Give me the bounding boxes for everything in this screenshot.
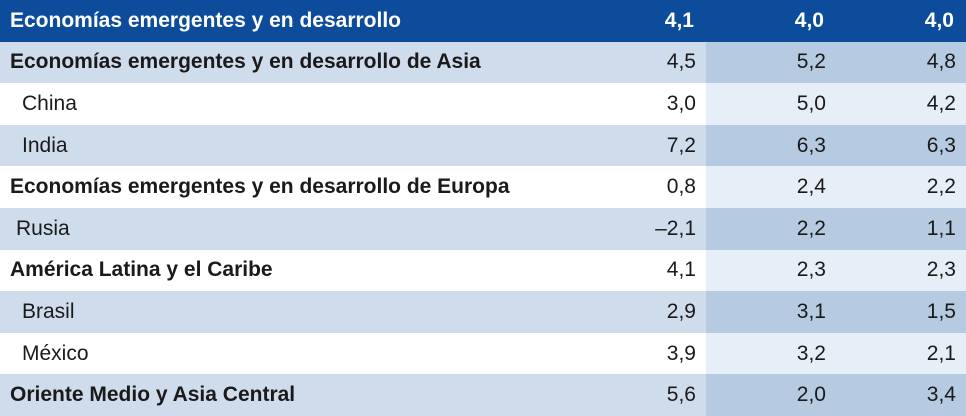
- row-label: México: [0, 332, 598, 375]
- row-value: 1,5: [836, 291, 966, 333]
- row-value: 4,2: [836, 83, 966, 125]
- table-row: Oriente Medio y Asia Central 5,6 2,0 3,4: [0, 374, 966, 416]
- header-value-1: 4,1: [664, 8, 694, 32]
- row-label: Oriente Medio y Asia Central: [0, 374, 598, 416]
- row-value: 5,2: [706, 41, 836, 84]
- row-value: 2,1: [836, 332, 966, 375]
- table-header-row: Economías emergentes y en desarrollo 4,1…: [0, 0, 966, 42]
- table-row: Economías emergentes y en desarrollo de …: [0, 166, 966, 208]
- row-value: 7,2: [598, 124, 706, 167]
- row-label: Economías emergentes y en desarrollo de …: [0, 41, 598, 84]
- table-row: India 7,2 6,3 6,3: [0, 124, 966, 167]
- row-label: Brasil: [0, 291, 598, 333]
- row-label: Economías emergentes y en desarrollo de …: [0, 166, 598, 208]
- row-value: 3,2: [706, 332, 836, 375]
- header-label: Economías emergentes y en desarrollo: [10, 8, 401, 32]
- row-value: 3,9: [598, 332, 706, 375]
- row-value: 6,3: [706, 124, 836, 167]
- table-row: México 3,9 3,2 2,1: [0, 332, 966, 375]
- row-value: 3,4: [836, 374, 966, 416]
- row-value: 2,3: [836, 249, 966, 292]
- row-value: 3,1: [706, 291, 836, 333]
- row-label: China: [0, 83, 598, 125]
- row-value: 1,1: [836, 207, 966, 250]
- row-value: 2,3: [706, 249, 836, 292]
- header-value-3: 4,0: [924, 8, 954, 32]
- row-value: 2,9: [598, 291, 706, 333]
- row-label: India: [0, 124, 598, 167]
- table-row: Rusia –2,1 2,2 1,1: [0, 207, 966, 250]
- row-value: 2,2: [836, 166, 966, 208]
- row-value: 2,4: [706, 166, 836, 208]
- row-value: 3,0: [598, 83, 706, 125]
- table-row: Brasil 2,9 3,1 1,5: [0, 291, 966, 333]
- header-value-2: 4,0: [794, 8, 824, 32]
- row-value: 4,5: [598, 41, 706, 84]
- table-row: Economías emergentes y en desarrollo de …: [0, 41, 966, 84]
- row-value: –2,1: [598, 207, 706, 250]
- row-value: 6,3: [836, 124, 966, 167]
- row-value: 4,1: [598, 249, 706, 292]
- row-value: 0,8: [598, 166, 706, 208]
- row-label: América Latina y el Caribe: [0, 249, 598, 292]
- row-value: 4,8: [836, 41, 966, 84]
- row-value: 2,2: [706, 207, 836, 250]
- row-value: 5,6: [598, 374, 706, 416]
- table-row: China 3,0 5,0 4,2: [0, 83, 966, 125]
- row-value: 5,0: [706, 83, 836, 125]
- table-row: América Latina y el Caribe 4,1 2,3 2,3: [0, 249, 966, 292]
- row-value: 2,0: [706, 374, 836, 416]
- row-label: Rusia: [0, 207, 598, 250]
